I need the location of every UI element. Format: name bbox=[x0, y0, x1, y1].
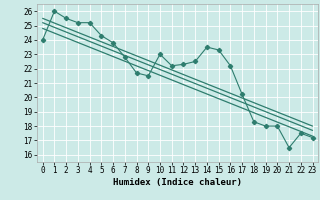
X-axis label: Humidex (Indice chaleur): Humidex (Indice chaleur) bbox=[113, 178, 242, 187]
